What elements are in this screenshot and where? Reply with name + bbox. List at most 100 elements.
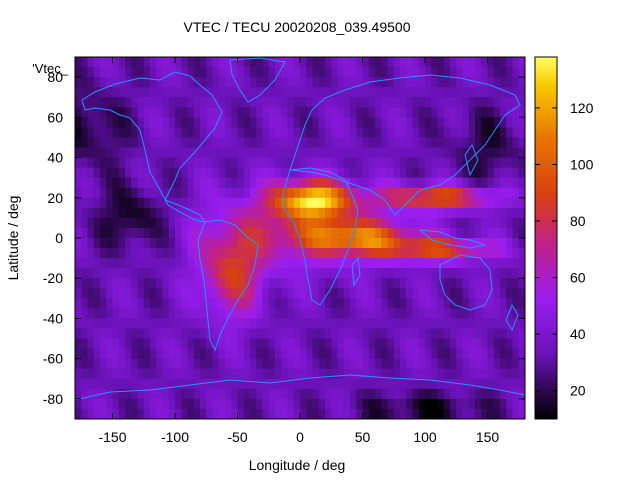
heat-cell	[331, 137, 339, 149]
heat-cell	[387, 127, 395, 139]
heat-cell	[193, 187, 201, 199]
heat-cell	[406, 177, 414, 189]
heat-cell	[437, 217, 445, 229]
heat-cell	[250, 398, 257, 410]
heat-cell	[225, 238, 232, 249]
heat-cell	[93, 137, 101, 149]
heat-cell	[162, 97, 170, 108]
heat-cell	[481, 328, 489, 340]
heat-cell	[156, 147, 164, 159]
heat-cell	[112, 77, 120, 88]
heat-cell	[481, 177, 489, 189]
heat-cell	[225, 318, 232, 330]
heat-cell	[456, 278, 464, 289]
heat-cell	[350, 338, 357, 350]
heat-cell	[350, 77, 357, 88]
heat-cell	[175, 318, 182, 330]
heat-cell	[512, 268, 520, 279]
heat-cell	[275, 177, 282, 189]
heat-cell	[293, 107, 301, 118]
heat-cell	[375, 187, 382, 199]
heat-cell	[500, 238, 507, 249]
heat-cell	[337, 338, 345, 350]
heat-cell	[243, 388, 251, 400]
heat-cell	[331, 107, 339, 118]
heat-cell	[431, 288, 439, 299]
heat-cell	[350, 348, 357, 360]
heat-cell	[212, 238, 220, 249]
heat-cell	[206, 147, 214, 159]
heat-cell	[268, 388, 276, 400]
heat-cell	[487, 398, 495, 410]
heat-cell	[150, 308, 157, 320]
heat-cell	[512, 197, 520, 209]
heat-cell	[468, 207, 476, 219]
heat-cell	[250, 388, 257, 400]
heat-cell	[206, 248, 214, 259]
heat-cell	[100, 157, 107, 169]
heat-cell	[506, 318, 514, 330]
y-tick-label: 40	[47, 150, 63, 166]
heat-cell	[150, 157, 157, 169]
heat-cell	[206, 298, 214, 309]
heat-cell	[431, 298, 439, 309]
heat-cell	[206, 238, 214, 249]
heat-cell	[262, 147, 270, 159]
heat-cell	[275, 328, 282, 340]
heat-cell	[400, 227, 407, 239]
heat-cell	[368, 388, 376, 400]
heat-cell	[125, 177, 132, 189]
heat-cell	[100, 147, 107, 159]
heat-cell	[281, 338, 289, 350]
heat-cell	[125, 368, 132, 380]
heat-cell	[350, 177, 357, 189]
heat-cell	[75, 258, 82, 269]
heat-cell	[137, 288, 145, 299]
heat-cell	[318, 147, 326, 159]
heat-cell	[518, 348, 525, 360]
heat-cell	[456, 117, 464, 128]
heat-cell	[168, 298, 176, 309]
heat-cell	[475, 308, 482, 320]
heat-cell	[318, 308, 326, 320]
heat-cell	[156, 368, 164, 380]
heat-cell	[237, 238, 245, 249]
heat-cell	[406, 248, 414, 259]
heat-cell	[268, 147, 276, 159]
heat-cell	[193, 238, 201, 249]
heat-cell	[162, 238, 170, 249]
heat-cell	[462, 197, 470, 209]
heat-cell	[481, 288, 489, 299]
heat-cell	[93, 177, 101, 189]
heat-cell	[350, 187, 357, 199]
heat-cell	[468, 298, 476, 309]
heat-cell	[481, 207, 489, 219]
heat-cell	[450, 348, 457, 360]
heat-cell	[425, 248, 432, 259]
heat-cell	[368, 318, 376, 330]
heat-cell	[337, 217, 345, 229]
heat-cell	[275, 137, 282, 149]
heat-cell	[243, 97, 251, 108]
heat-cell	[250, 288, 257, 299]
heat-cell	[493, 87, 501, 98]
heat-cell	[400, 238, 407, 249]
heat-cell	[493, 97, 501, 108]
heat-cell	[268, 187, 276, 199]
heat-cell	[237, 308, 245, 320]
heat-cell	[431, 408, 439, 419]
heat-cell	[175, 87, 182, 98]
heat-cell	[206, 388, 214, 400]
heat-cell	[418, 288, 426, 299]
heat-cell	[456, 67, 464, 78]
heat-cell	[337, 388, 345, 400]
heat-cell	[218, 358, 226, 370]
heat-cell	[387, 57, 395, 68]
heat-cell	[312, 187, 320, 199]
heat-cell	[437, 258, 445, 269]
heat-cell	[131, 368, 139, 380]
heat-cell	[387, 167, 395, 179]
heat-cell	[87, 227, 95, 239]
heat-cell	[106, 358, 114, 370]
heat-cell	[306, 217, 314, 229]
